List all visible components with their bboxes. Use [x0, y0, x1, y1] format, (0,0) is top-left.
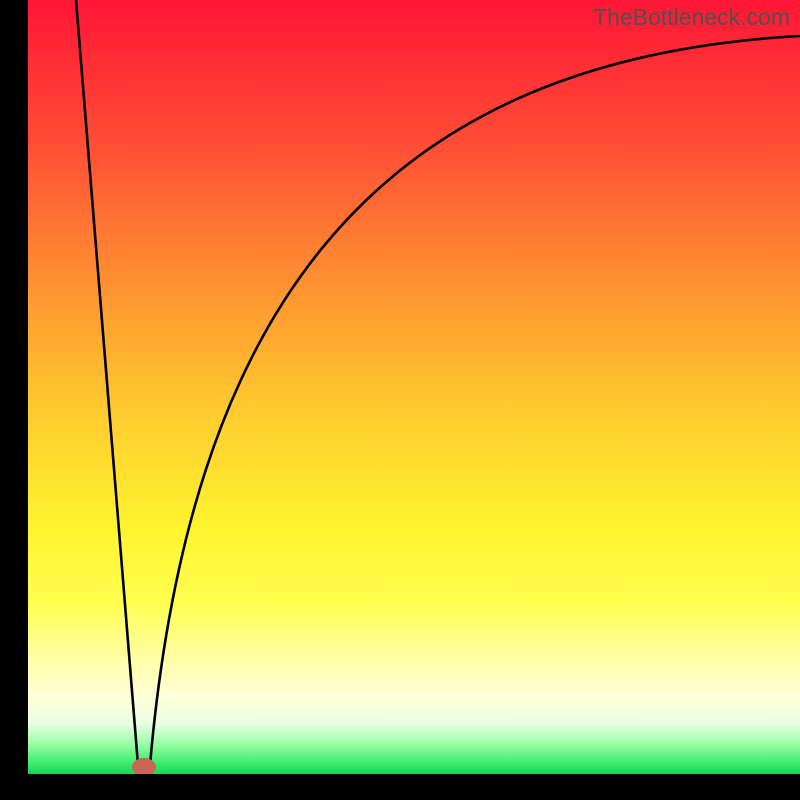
watermark-text: TheBottleneck.com [593, 4, 790, 31]
plot-area [28, 0, 800, 774]
chart-frame: TheBottleneck.com [0, 0, 800, 800]
optimal-point-marker [132, 758, 156, 774]
bottleneck-curve [28, 0, 800, 774]
